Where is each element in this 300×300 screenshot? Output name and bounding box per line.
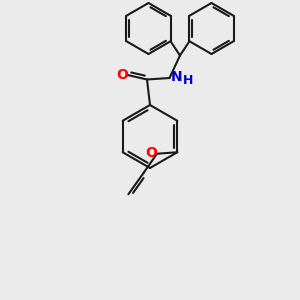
Text: H: H [182,74,193,88]
Text: O: O [146,146,158,160]
Text: O: O [116,68,128,82]
Text: N: N [171,70,183,84]
